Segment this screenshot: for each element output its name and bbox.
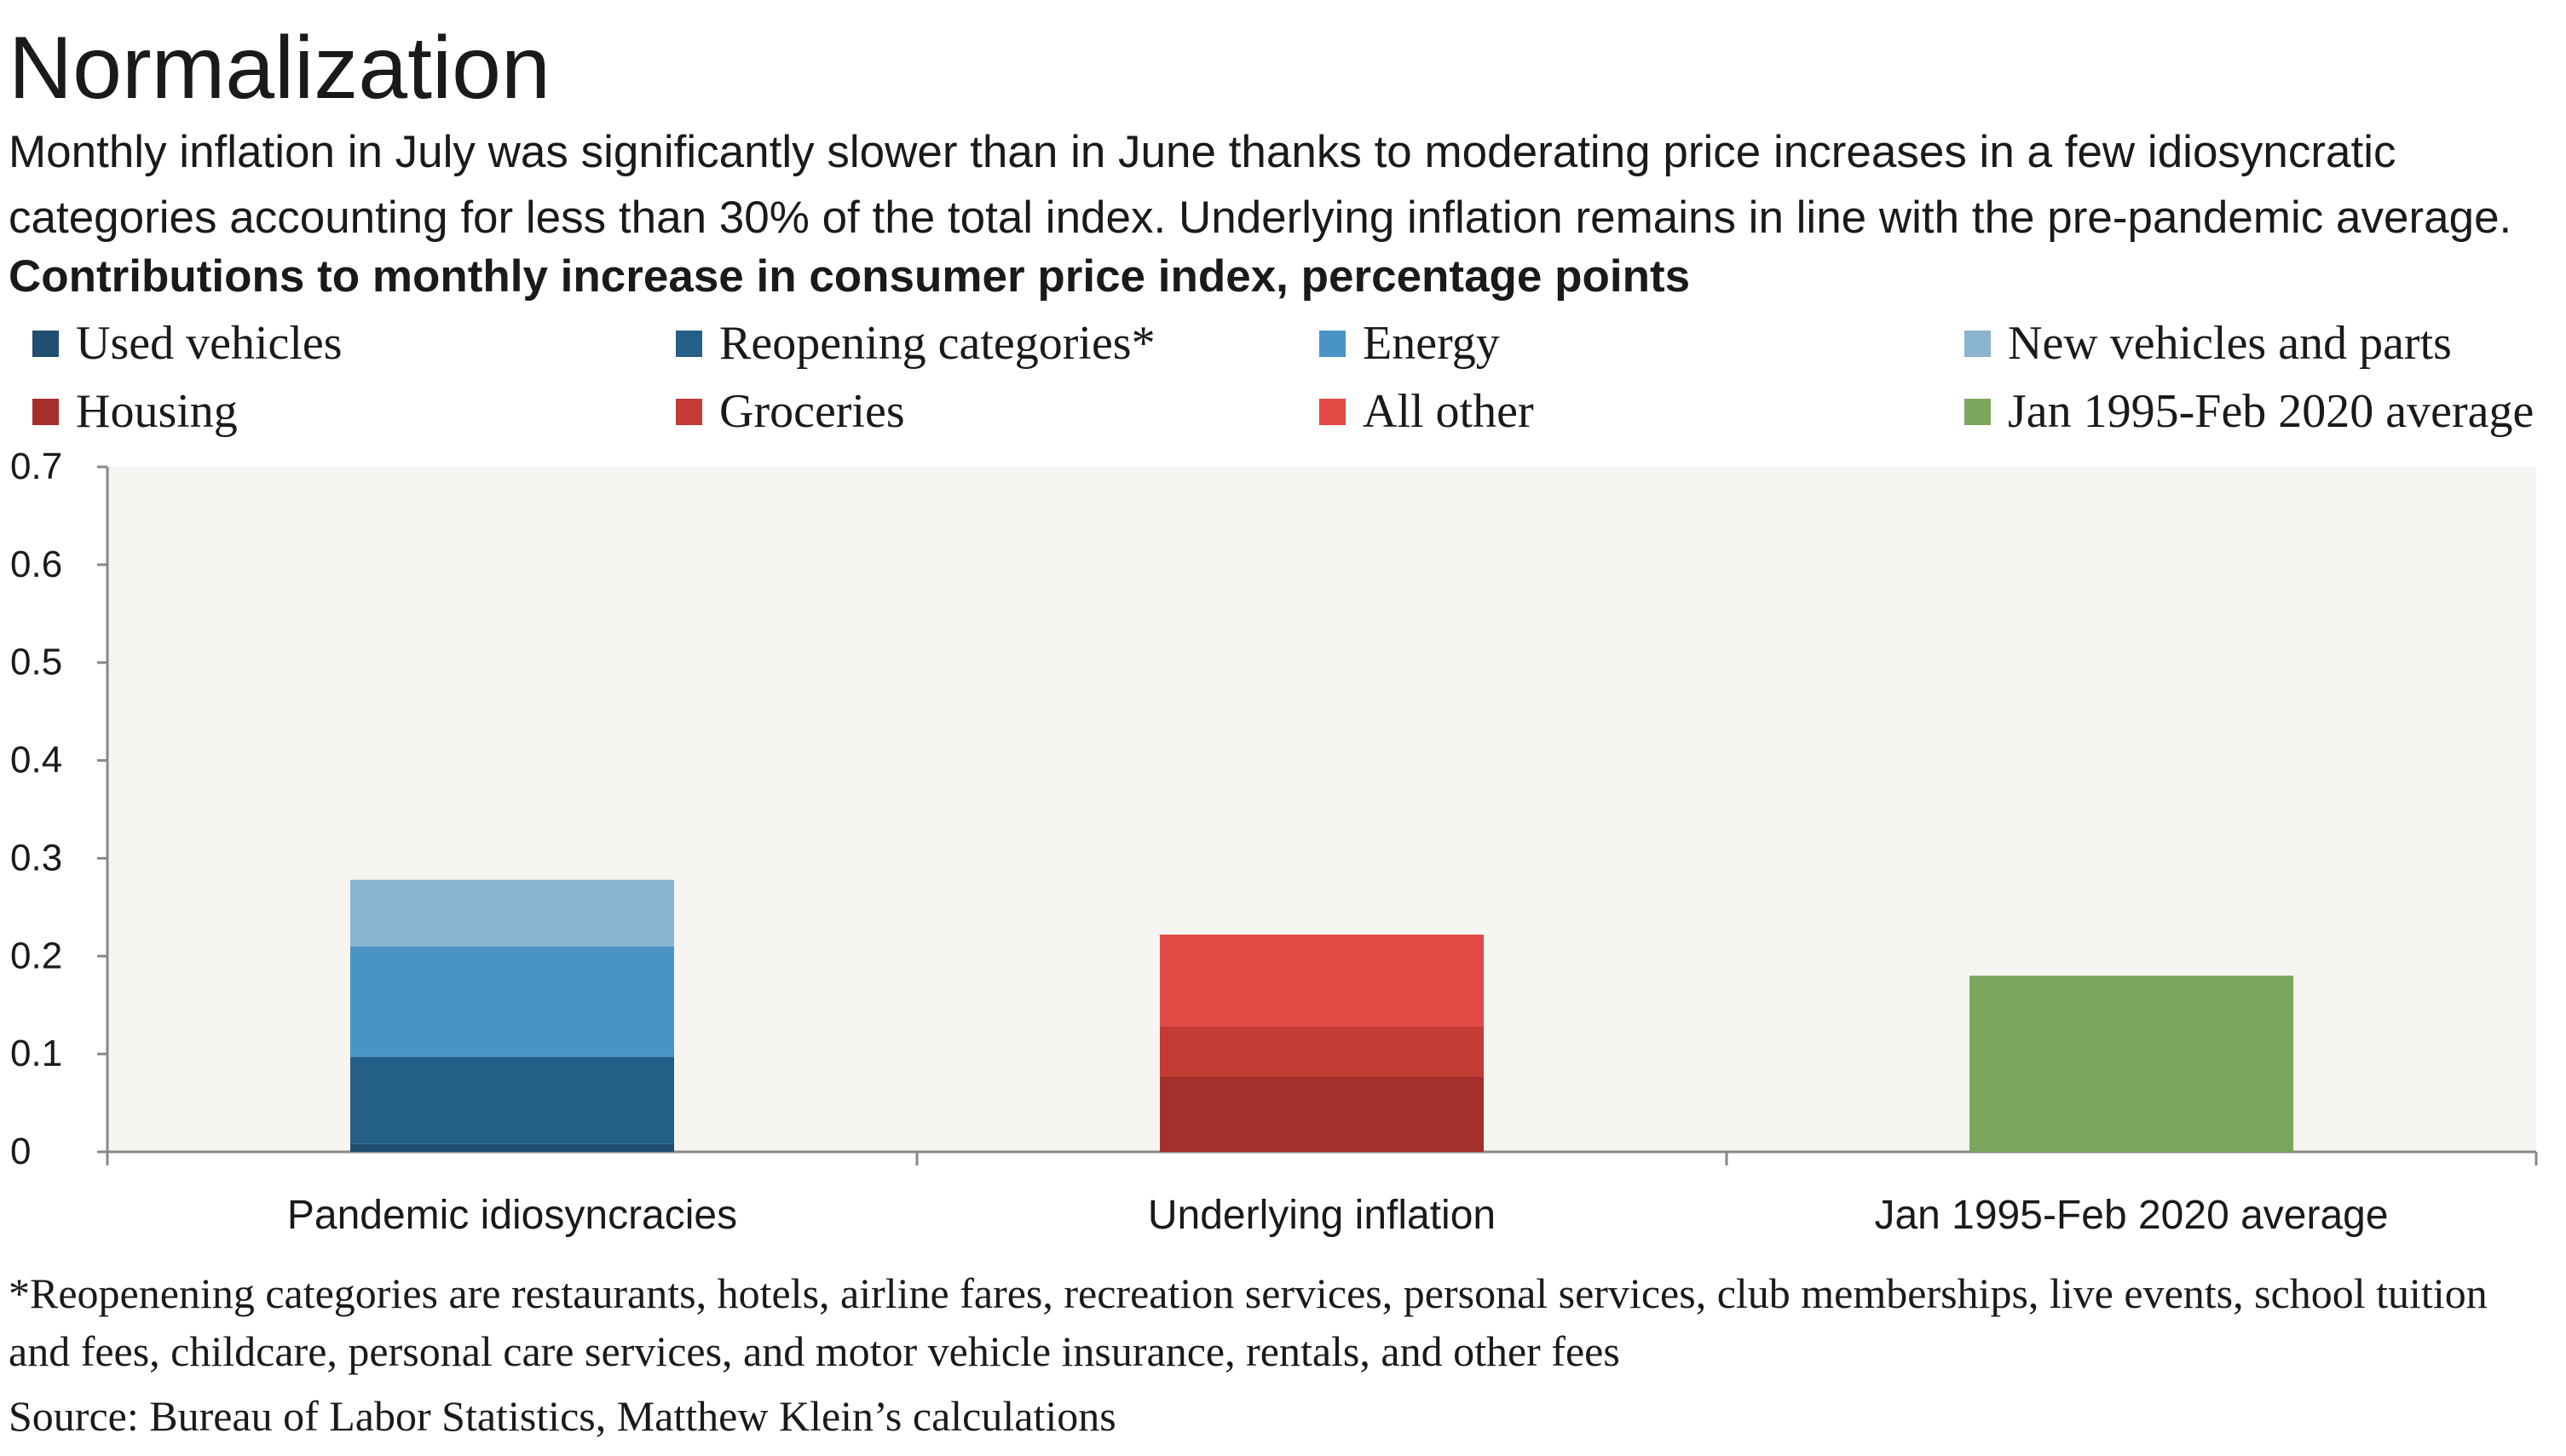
bar-segment [1969,975,2293,1152]
legend-item: New vehicles and parts [1964,314,2452,373]
bar-segment [1160,1076,1484,1152]
legend-label: Jan 1995-Feb 2020 average [2008,385,2534,438]
legend-item: Groceries [676,382,905,441]
legend-swatch [32,330,59,357]
bar-segment [1160,935,1484,1027]
legend-label: All other [1363,385,1534,438]
y-tick-label: 0.6 [10,544,62,585]
y-tick-label: 0.1 [10,1033,62,1074]
legend-item: Reopening categories* [676,314,1156,373]
bar-segment [350,1143,674,1152]
x-tick-label: Underlying inflation [1148,1193,1496,1238]
y-tick-label: 0.2 [10,935,62,976]
legend-swatch [32,398,59,425]
legend-label: Energy [1363,317,1500,370]
y-tick-label: 0.7 [10,452,62,487]
legend-swatch [1319,398,1346,425]
legend-swatch [1964,330,1991,357]
x-tick-label: Jan 1995-Feb 2020 average [1874,1193,2388,1238]
legend-swatch [676,330,702,357]
legend: Used vehicles Reopening categories* Energy… [0,314,2566,450]
y-tick-label: 0.5 [10,642,62,683]
y-tick-label: 0 [10,1131,31,1172]
chart-heading: Contributions to monthly increase in con… [9,251,1691,302]
legend-swatch [1964,398,1991,425]
legend-label: Housing [76,385,238,438]
bar-segment [350,1056,674,1144]
legend-item: All other [1319,382,1534,441]
x-tick-label: Pandemic idiosyncracies [287,1193,737,1238]
chart-area: 0 0.1 0.2 0.3 0.4 0.5 0.6 0.7 Pandemic idiosyncr… [10,452,2538,1238]
y-tick-label: 0.4 [10,740,62,781]
legend-item: Used vehicles [32,314,343,373]
footnote: *Reopenening categories are restaurants,… [9,1269,2488,1375]
legend-swatch [676,398,702,425]
legend-label: Reopening categories* [719,317,1156,370]
chart-subtitle: Monthly inflation in July was significan… [9,127,2512,243]
legend-swatch [1319,330,1346,357]
bar-segment [350,946,674,1057]
legend-item: Jan 1995-Feb 2020 average [1964,382,2534,441]
legend-item: Housing [32,382,238,441]
legend-label: New vehicles and parts [2008,317,2452,370]
chart-title: Normalization [9,19,551,118]
legend-item: Energy [1319,314,1500,373]
bar-segment [1160,1026,1484,1077]
legend-label: Groceries [719,385,905,438]
source-note: Source: Bureau of Labor Statistics, Matt… [9,1392,1116,1440]
legend-label: Used vehicles [76,317,343,370]
bar-segment [350,879,674,947]
y-tick-label: 0.3 [10,837,62,878]
